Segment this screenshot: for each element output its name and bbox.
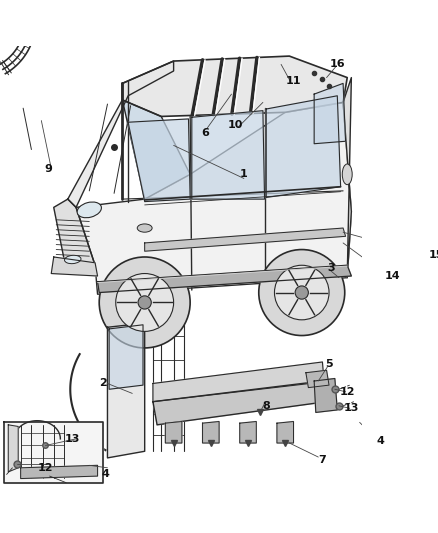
Ellipse shape [137, 224, 152, 232]
Ellipse shape [64, 255, 81, 264]
Text: 11: 11 [286, 76, 301, 86]
Text: 2: 2 [99, 378, 107, 389]
Polygon shape [202, 422, 219, 443]
Ellipse shape [77, 202, 102, 218]
Polygon shape [240, 422, 256, 443]
Text: 8: 8 [262, 401, 270, 411]
Polygon shape [98, 265, 351, 293]
Circle shape [275, 265, 329, 320]
Polygon shape [8, 425, 18, 472]
Polygon shape [306, 370, 329, 387]
Text: 6: 6 [201, 128, 209, 138]
Text: 12: 12 [339, 387, 355, 397]
Text: 15: 15 [429, 249, 438, 260]
Polygon shape [109, 325, 143, 389]
Circle shape [138, 296, 151, 309]
Polygon shape [128, 119, 190, 201]
Polygon shape [343, 78, 351, 278]
Polygon shape [314, 378, 337, 413]
Polygon shape [76, 102, 351, 294]
Circle shape [295, 286, 308, 299]
Circle shape [259, 249, 345, 336]
Polygon shape [54, 199, 95, 269]
Polygon shape [166, 422, 182, 443]
Polygon shape [21, 465, 98, 479]
Text: 10: 10 [228, 120, 243, 130]
Text: 13: 13 [344, 403, 359, 413]
Polygon shape [314, 83, 346, 144]
Text: 4: 4 [102, 469, 110, 479]
Polygon shape [277, 422, 293, 443]
Text: 5: 5 [325, 359, 333, 369]
Polygon shape [266, 96, 341, 197]
Text: 1: 1 [240, 169, 248, 179]
Polygon shape [153, 362, 324, 402]
Ellipse shape [342, 164, 352, 184]
Circle shape [99, 257, 190, 348]
Polygon shape [51, 257, 98, 276]
Polygon shape [107, 323, 145, 458]
Text: 13: 13 [65, 434, 81, 444]
Polygon shape [68, 61, 173, 207]
Polygon shape [145, 228, 346, 251]
Text: 7: 7 [318, 455, 326, 465]
Text: 3: 3 [327, 263, 335, 273]
Polygon shape [153, 381, 327, 425]
Polygon shape [192, 111, 265, 199]
Text: 9: 9 [44, 164, 52, 174]
Polygon shape [122, 56, 347, 116]
Text: 4: 4 [376, 437, 384, 446]
Polygon shape [122, 100, 190, 199]
Text: 14: 14 [385, 271, 400, 281]
Text: 16: 16 [329, 59, 345, 69]
Circle shape [116, 273, 173, 332]
Text: 12: 12 [38, 463, 53, 473]
Polygon shape [4, 422, 103, 483]
